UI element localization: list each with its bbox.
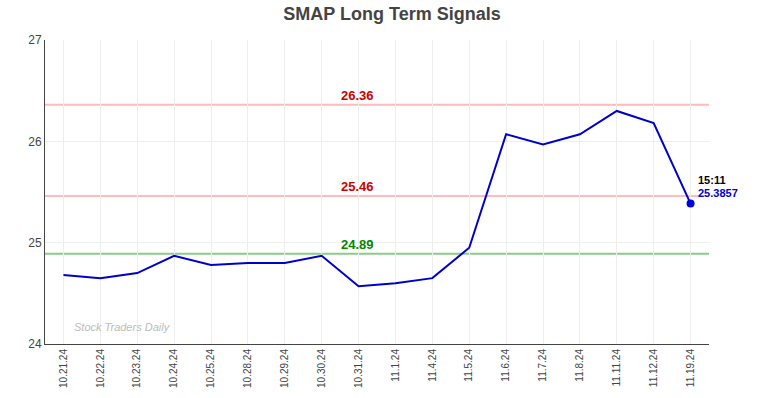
- svg-text:11.19.24: 11.19.24: [685, 349, 696, 388]
- svg-text:10.22.24: 10.22.24: [95, 349, 106, 388]
- svg-text:25.46: 25.46: [341, 179, 374, 194]
- svg-text:25: 25: [28, 236, 42, 250]
- svg-text:11.8.24: 11.8.24: [574, 349, 585, 382]
- svg-text:SMAP Long Term Signals: SMAP Long Term Signals: [283, 4, 500, 24]
- svg-text:11.5.24: 11.5.24: [463, 349, 474, 382]
- svg-text:10.25.24: 10.25.24: [205, 349, 216, 388]
- svg-text:26.36: 26.36: [341, 88, 374, 103]
- svg-text:27: 27: [28, 33, 42, 47]
- svg-text:24: 24: [28, 337, 42, 351]
- svg-text:10.29.24: 10.29.24: [279, 349, 290, 388]
- svg-text:10.24.24: 10.24.24: [168, 349, 179, 388]
- svg-text:11.1.24: 11.1.24: [390, 349, 401, 382]
- svg-text:11.12.24: 11.12.24: [648, 349, 659, 388]
- svg-text:11.6.24: 11.6.24: [500, 349, 511, 382]
- svg-text:10.21.24: 10.21.24: [58, 349, 69, 388]
- svg-text:11.11.24: 11.11.24: [611, 349, 622, 387]
- svg-text:24.89: 24.89: [341, 237, 374, 252]
- svg-text:10.28.24: 10.28.24: [242, 349, 253, 388]
- svg-text:26: 26: [28, 135, 42, 149]
- svg-text:10.30.24: 10.30.24: [316, 349, 327, 388]
- svg-text:15:11: 15:11: [698, 174, 726, 186]
- svg-text:10.31.24: 10.31.24: [353, 349, 364, 388]
- svg-text:11.7.24: 11.7.24: [537, 349, 548, 382]
- svg-text:Stock Traders Daily: Stock Traders Daily: [74, 321, 171, 333]
- svg-text:10.23.24: 10.23.24: [131, 349, 142, 388]
- svg-text:25.3857: 25.3857: [698, 187, 738, 199]
- svg-text:11.4.24: 11.4.24: [427, 349, 438, 382]
